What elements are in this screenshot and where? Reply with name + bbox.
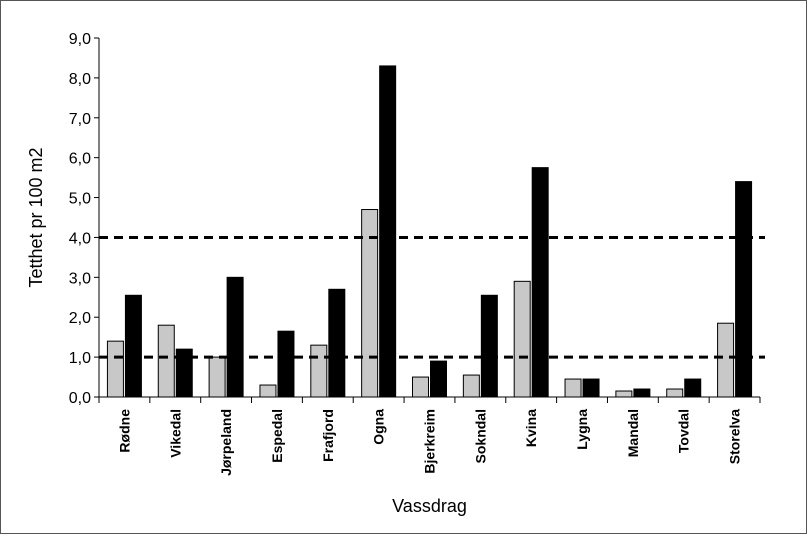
y-tick-label: 6,0 bbox=[69, 151, 91, 168]
y-tick-label: 0,0 bbox=[69, 390, 91, 407]
category-label: Jørpeland bbox=[218, 409, 234, 476]
bar-2-10 bbox=[633, 388, 651, 398]
y-tick-label: 8,0 bbox=[69, 71, 91, 88]
bar-1-10 bbox=[615, 390, 633, 398]
y-tick-label: 2,0 bbox=[69, 310, 91, 327]
bar-1-0 bbox=[106, 340, 124, 398]
category-label: Mandal bbox=[625, 409, 641, 457]
x-axis-title: Vassdrag bbox=[392, 496, 467, 516]
bar-2-5 bbox=[379, 65, 397, 398]
bar-2-8 bbox=[531, 167, 549, 398]
bar-1-8 bbox=[513, 280, 531, 398]
category-label: Rødne bbox=[116, 409, 132, 453]
y-tick-label: 5,0 bbox=[69, 191, 91, 208]
category-label: Lygna bbox=[574, 409, 590, 450]
bar-1-11 bbox=[666, 388, 684, 398]
bar-1-2 bbox=[208, 356, 226, 398]
category-label: Kvina bbox=[523, 409, 539, 447]
bar-2-11 bbox=[684, 378, 702, 398]
bar-1-6 bbox=[412, 376, 429, 398]
y-tick-label: 1,0 bbox=[69, 350, 91, 367]
category-label: Ogna bbox=[371, 409, 387, 445]
y-axis-title: Tetthet pr 100 m2 bbox=[26, 147, 46, 287]
category-label: Espedal bbox=[269, 409, 285, 463]
bar-2-12 bbox=[735, 181, 753, 398]
bar-1-12 bbox=[717, 322, 735, 398]
category-label: Tovdal bbox=[676, 409, 692, 453]
y-tick-label: 4,0 bbox=[69, 230, 91, 247]
bar-1-4 bbox=[310, 344, 328, 398]
bar-2-2 bbox=[226, 276, 244, 398]
bar-1-7 bbox=[462, 374, 480, 398]
bar-2-6 bbox=[430, 360, 447, 398]
category-label: Sokndal bbox=[472, 409, 488, 463]
bar-2-9 bbox=[582, 378, 600, 398]
category-label: Vikedal bbox=[167, 409, 183, 458]
category-label: Storelva bbox=[727, 409, 743, 464]
bar-1-3 bbox=[259, 384, 277, 398]
category-label: Bjerkreim bbox=[422, 409, 438, 474]
bar-1-1 bbox=[157, 324, 175, 398]
bar-2-4 bbox=[328, 288, 346, 398]
category-label: Frafjord bbox=[320, 409, 336, 462]
bar-2-0 bbox=[124, 294, 142, 398]
y-tick-label: 9,0 bbox=[69, 31, 91, 48]
bar-1-9 bbox=[564, 378, 582, 398]
y-tick-label: 7,0 bbox=[69, 111, 91, 128]
y-tick-label: 3,0 bbox=[69, 270, 91, 287]
bar-2-7 bbox=[480, 294, 498, 398]
bar-2-3 bbox=[277, 330, 295, 398]
